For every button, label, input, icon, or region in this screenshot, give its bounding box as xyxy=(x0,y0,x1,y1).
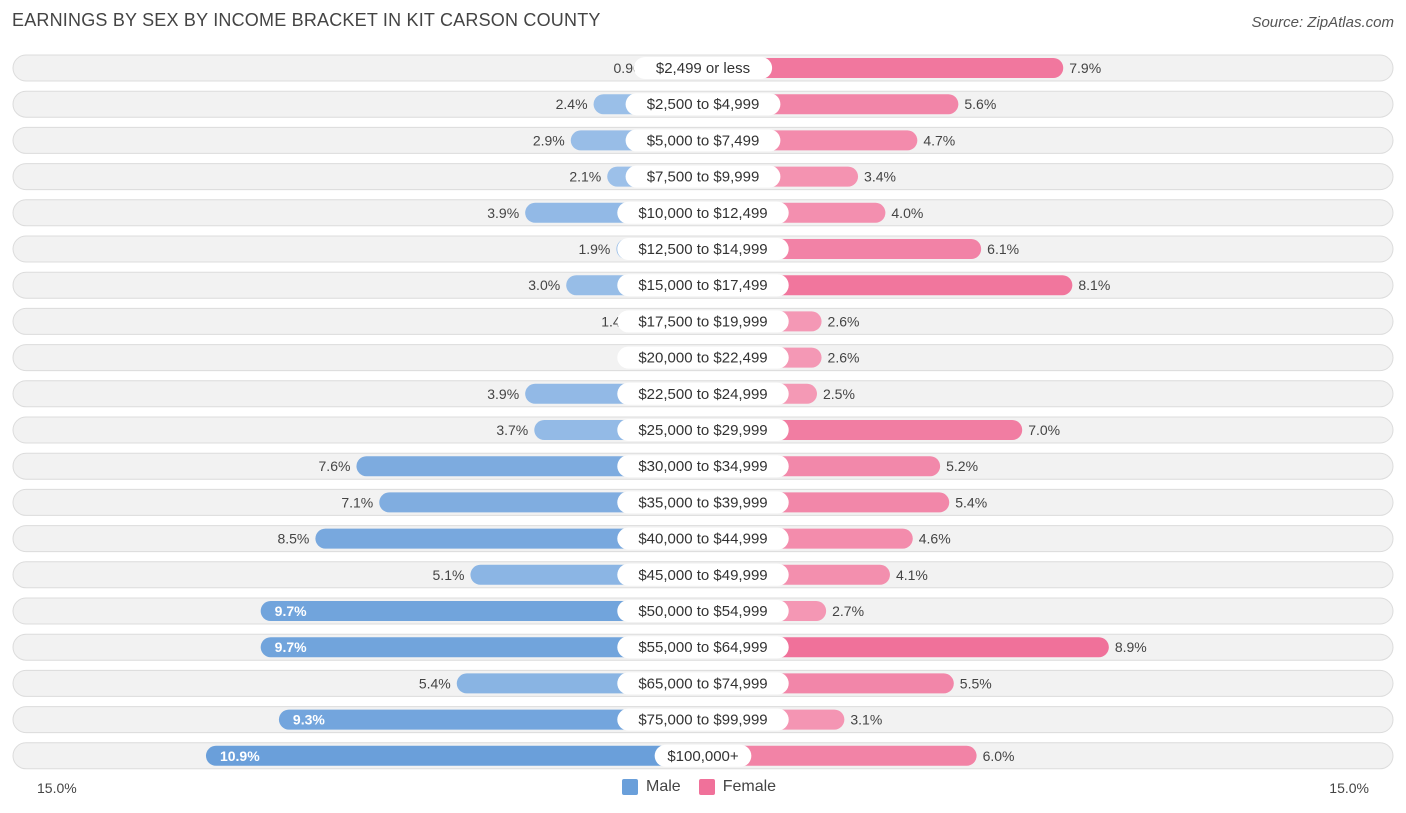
male-value-label: 2.9% xyxy=(533,132,565,148)
male-value-label: 3.7% xyxy=(496,422,528,438)
female-value-label: 4.1% xyxy=(896,567,928,583)
female-value-label: 7.0% xyxy=(1028,422,1060,438)
category-label: $65,000 to $74,999 xyxy=(638,675,767,692)
female-bar xyxy=(703,637,1109,658)
male-bar xyxy=(205,745,703,766)
male-value-label: 5.1% xyxy=(433,567,465,583)
female-value-label: 3.4% xyxy=(864,169,896,185)
female-value-label: 2.5% xyxy=(823,386,855,402)
axis-left-label: 15.0% xyxy=(37,780,77,796)
category-label-box xyxy=(617,419,789,441)
legend-item-female[interactable]: Female xyxy=(698,778,777,796)
female-value-label: 5.4% xyxy=(955,494,987,510)
category-label: $10,000 to $12,499 xyxy=(638,205,767,222)
category-label-box xyxy=(617,382,789,405)
female-value-label: 5.5% xyxy=(960,675,992,691)
legend-swatch-male xyxy=(622,779,638,795)
male-bar xyxy=(278,709,703,730)
category-label-box xyxy=(625,165,781,188)
category-label: $25,000 to $29,999 xyxy=(638,422,767,439)
female-value-label: 4.6% xyxy=(919,531,951,547)
male-value-label: 7.1% xyxy=(341,494,373,510)
axis-right-label: 15.0% xyxy=(1329,780,1369,796)
category-label: $50,000 to $54,999 xyxy=(638,603,767,620)
category-label-box xyxy=(625,129,781,152)
category-label-box xyxy=(617,201,789,224)
category-label: $75,000 to $99,999 xyxy=(638,712,767,729)
category-label-box xyxy=(617,527,789,550)
female-value-label: 7.9% xyxy=(1069,60,1101,76)
category-label-box xyxy=(617,672,789,695)
female-value-label: 4.7% xyxy=(923,132,955,148)
category-label: $2,499 or less xyxy=(656,60,750,77)
female-value-label: 2.6% xyxy=(828,313,860,329)
chart-title: EARNINGS BY SEX BY INCOME BRACKET IN KIT… xyxy=(12,10,601,30)
male-value-label: 3.9% xyxy=(487,205,519,221)
male-value-label: 10.9% xyxy=(220,748,260,764)
category-label-box xyxy=(617,238,789,260)
female-value-label: 5.6% xyxy=(964,96,996,112)
category-label-box xyxy=(617,346,789,369)
source-label: Source: ZipAtlas.com xyxy=(1251,14,1394,31)
female-value-label: 6.0% xyxy=(983,748,1015,764)
male-bar xyxy=(356,456,703,477)
category-label: $22,500 to $24,999 xyxy=(638,386,767,403)
female-value-label: 2.6% xyxy=(828,350,860,366)
female-bar xyxy=(703,275,1073,296)
male-value-label: 2.1% xyxy=(569,169,601,185)
category-label-box xyxy=(617,636,789,659)
category-label: $15,000 to $17,499 xyxy=(638,277,767,294)
category-label-box xyxy=(617,563,789,586)
legend-label-male: Male xyxy=(646,778,681,795)
male-value-label: 2.4% xyxy=(556,96,588,112)
male-value-label: 9.7% xyxy=(275,639,307,655)
category-label-box xyxy=(617,491,789,514)
category-label-box xyxy=(654,744,752,767)
female-value-label: 4.0% xyxy=(891,205,923,221)
category-label: $45,000 to $49,999 xyxy=(638,567,767,584)
male-bar xyxy=(260,601,703,621)
male-bar xyxy=(260,637,703,658)
male-value-label: 9.7% xyxy=(275,603,307,619)
male-bar xyxy=(315,528,703,549)
category-label-box xyxy=(625,93,781,116)
category-label: $5,000 to $7,499 xyxy=(647,132,760,149)
female-value-label: 6.1% xyxy=(987,241,1019,257)
male-value-label: 3.9% xyxy=(487,386,519,402)
female-value-label: 8.9% xyxy=(1115,639,1147,655)
category-label: $12,500 to $14,999 xyxy=(638,241,767,258)
legend-item-male[interactable]: Male xyxy=(622,778,681,796)
male-value-label: 8.5% xyxy=(277,531,309,547)
category-label: $35,000 to $39,999 xyxy=(638,494,767,511)
category-label: $7,500 to $9,999 xyxy=(647,169,760,186)
category-label: $17,500 to $19,999 xyxy=(638,313,767,330)
male-value-label: 5.4% xyxy=(419,675,451,691)
category-label-box xyxy=(617,310,789,333)
legend: Male Female xyxy=(622,778,794,796)
male-value-label: 3.0% xyxy=(528,277,560,293)
legend-label-female: Female xyxy=(722,778,777,795)
female-value-label: 5.2% xyxy=(946,458,978,474)
female-value-label: 3.1% xyxy=(850,712,882,728)
female-bar xyxy=(703,58,1064,78)
category-label: $20,000 to $22,499 xyxy=(638,350,767,367)
category-label: $55,000 to $64,999 xyxy=(638,639,767,656)
female-value-label: 2.7% xyxy=(832,603,864,619)
category-label-box xyxy=(617,274,789,297)
category-label: $2,500 to $4,999 xyxy=(647,96,760,113)
male-value-label: 1.9% xyxy=(578,241,610,257)
legend-swatch-female xyxy=(698,779,715,795)
category-label: $40,000 to $44,999 xyxy=(638,531,767,548)
male-value-label: 9.3% xyxy=(293,712,325,728)
category-label-box xyxy=(617,455,789,478)
female-bar xyxy=(703,745,977,766)
category-label: $100,000+ xyxy=(667,748,739,765)
category-label-box xyxy=(617,708,789,731)
female-value-label: 8.1% xyxy=(1078,277,1110,293)
male-value-label: 7.6% xyxy=(319,458,351,474)
category-label: $30,000 to $34,999 xyxy=(638,458,767,475)
category-label-box xyxy=(617,600,789,622)
category-label-box xyxy=(633,57,773,79)
